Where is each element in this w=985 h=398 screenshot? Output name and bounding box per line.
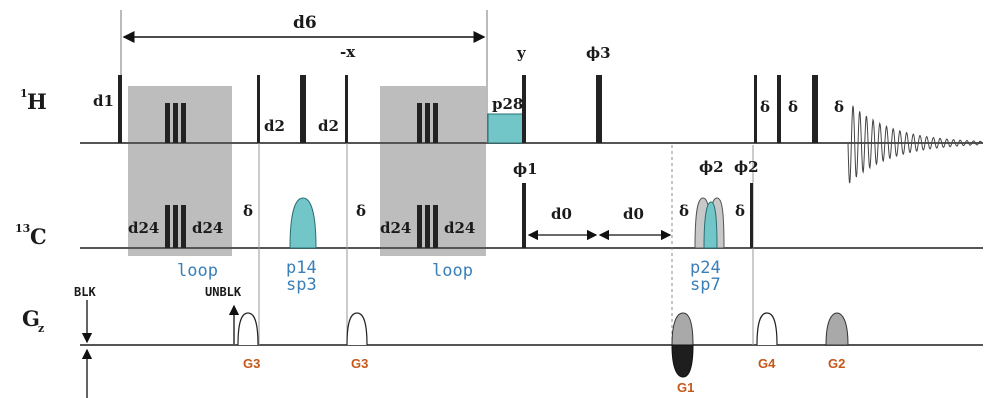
delta-h-3: δ [834, 98, 844, 116]
delta-c-2: δ [356, 202, 366, 220]
h-pulse-phi3 [596, 75, 602, 143]
p28-spinlock-pulse [487, 113, 524, 144]
fid-signal [847, 105, 983, 184]
delta-h-1: δ [760, 98, 770, 116]
h-pulse-echo-3 [812, 75, 818, 143]
d24-label-3: d24 [380, 219, 411, 237]
sp3-label: sp3 [286, 275, 317, 295]
gradient-g3-b [346, 312, 368, 346]
h-pulse-loop2-c [433, 103, 438, 143]
d24-label-1: d24 [128, 219, 159, 237]
p28-label: p28 [492, 95, 523, 113]
c-channel-sup: 13 [15, 222, 30, 235]
h-pulse-y [522, 75, 526, 143]
p24-label: p24 [690, 258, 721, 278]
loop-label-1: loop [177, 261, 218, 281]
h-pulse-echo-1 [754, 75, 757, 143]
loop-label-2: loop [432, 261, 473, 281]
h-pulse-loop1-c [181, 103, 186, 143]
gradient-g4 [756, 312, 778, 346]
h-pulse-180 [300, 75, 306, 143]
h-pulse-before-loop2 [345, 75, 348, 143]
loop-box-1 [128, 86, 232, 256]
delta-h-2: δ [788, 98, 798, 116]
gradient-g1-pos [671, 312, 694, 346]
p24-shaped-pulse-fill [703, 201, 718, 249]
d0-label-1: d0 [551, 205, 572, 223]
d0-label-2: d0 [623, 205, 644, 223]
c-pulse-loop2-c [433, 205, 438, 248]
h-pulse-loop2-a [417, 103, 422, 143]
h-channel-sup: 1 [20, 87, 28, 100]
h-pulse-after-loop1 [257, 75, 260, 143]
phase-phi2-a: ϕ2 [699, 158, 724, 176]
unblk-label: UNBLK [205, 285, 242, 299]
c-pulse-loop2-b [425, 205, 430, 248]
delta-c-1: δ [243, 202, 253, 220]
c-pulse-phi1 [522, 183, 526, 248]
phase-phi1: ϕ1 [513, 160, 538, 178]
delta-c-4: δ [735, 202, 745, 220]
d1-label: d1 [93, 92, 114, 110]
g1-label: G1 [677, 380, 694, 395]
gradient-g3-a [237, 312, 259, 346]
p14-shaped-pulse [289, 197, 317, 249]
c-pulse-loop1-c [181, 205, 186, 248]
phase-phi3: ϕ3 [586, 44, 611, 62]
h-channel-label: H [27, 89, 47, 114]
sp7-label: sp7 [690, 275, 721, 295]
h-pulse-loop2-b [425, 103, 430, 143]
h-pulse-echo-2 [777, 75, 781, 143]
gradient-g2 [825, 312, 849, 346]
h-pulse-d1 [118, 75, 122, 143]
p14-label: p14 [286, 258, 317, 278]
g-channel-label: G [22, 306, 40, 331]
d2-label-2: d2 [318, 117, 339, 135]
g-channel-sub: z [38, 322, 44, 335]
d24-label-4: d24 [444, 219, 475, 237]
g3-label-1: G3 [243, 356, 260, 371]
phase-y: y [516, 44, 527, 62]
gradient-g1-neg [671, 344, 694, 378]
g4-label: G4 [758, 356, 776, 371]
phase-minus-x: -x [340, 43, 356, 61]
d2-label-1: d2 [264, 117, 285, 135]
c-pulse-loop2-a [417, 205, 422, 248]
c-channel-label: C [30, 224, 47, 249]
g2-label: G2 [828, 356, 845, 371]
c-pulse-loop1-b [173, 205, 178, 248]
blk-label: BLK [74, 285, 96, 299]
h-pulse-loop1-a [165, 103, 170, 143]
delta-c-3: δ [679, 202, 689, 220]
g3-label-2: G3 [351, 356, 368, 371]
d6-label: d6 [293, 13, 317, 33]
c-pulse-loop1-a [165, 205, 170, 248]
d24-label-2: d24 [192, 219, 223, 237]
c-pulse-phi2 [750, 183, 753, 248]
h-pulse-loop1-b [173, 103, 178, 143]
phase-phi2-b: ϕ2 [734, 158, 759, 176]
